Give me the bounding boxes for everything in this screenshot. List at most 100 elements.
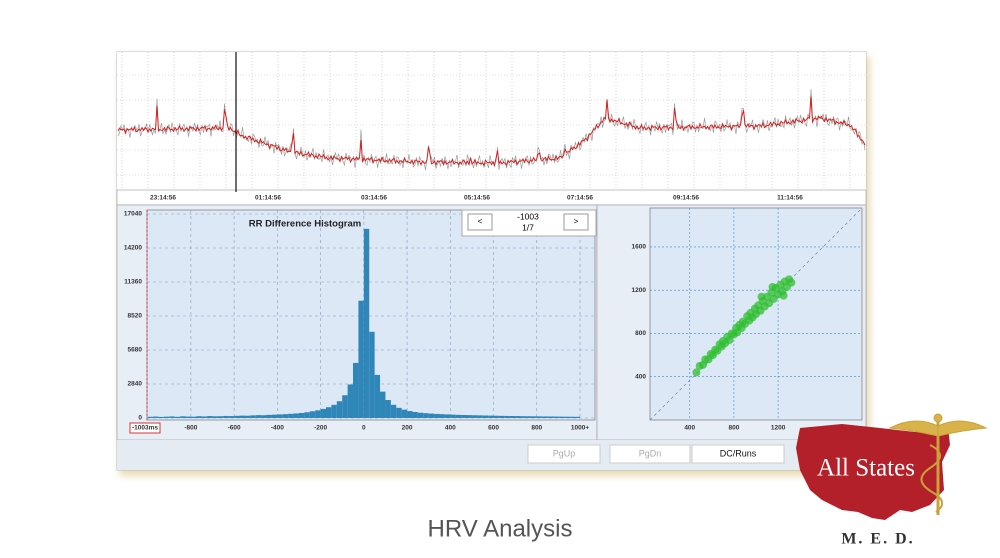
caption: HRV Analysis: [428, 515, 573, 542]
y-tick-label: 8520: [128, 313, 143, 320]
histogram-title: RR Difference Histogram: [249, 219, 361, 230]
histogram-bar: [180, 416, 186, 418]
x-tick-label: 1000+: [571, 425, 589, 432]
histogram-bar: [217, 416, 224, 418]
histogram-bar: [434, 413, 440, 418]
x-tick-label: 200: [402, 425, 413, 432]
scatter-point: [787, 278, 796, 287]
button-label: PgUp: [553, 448, 576, 458]
button-label: DC/Runs: [720, 448, 757, 458]
histogram-bar: [293, 413, 299, 418]
nav-prev-label: <: [478, 217, 483, 226]
histogram-bar: [255, 415, 262, 418]
y-tick-label: 2840: [128, 381, 143, 388]
y-tick-label: 1200: [632, 287, 647, 294]
histogram-bar: [390, 404, 397, 418]
x-tick-label: -400: [271, 425, 284, 432]
y-tick-label: 800: [635, 330, 646, 337]
histogram-bar: [369, 331, 375, 418]
histogram-bar: [325, 407, 332, 418]
histogram-bar: [158, 416, 164, 418]
histogram-bar: [174, 416, 181, 418]
histogram-bar: [417, 412, 424, 418]
histogram-bar: [207, 416, 213, 418]
histogram-bar: [250, 415, 256, 418]
histogram-bar: [277, 414, 283, 418]
histogram-bar: [493, 415, 499, 418]
nav-page: 1/7: [522, 222, 534, 232]
histogram-bar: [547, 416, 553, 418]
histogram-bar: [509, 416, 516, 418]
histogram-bar: [482, 415, 489, 418]
scatter-point: [692, 368, 701, 377]
x-tick-label: -800: [184, 425, 197, 432]
identity-line: [649, 207, 863, 421]
button[interactable]: [609, 444, 691, 464]
histogram-bar: [536, 416, 543, 418]
x-tick-label: 400: [684, 425, 695, 432]
trend-filtered: [117, 96, 866, 168]
range-box[interactable]: [129, 422, 161, 434]
histogram-bar: [520, 416, 526, 418]
histogram-bar: [309, 411, 316, 418]
histogram-bar: [471, 415, 478, 418]
x-tick-label: -1003ms: [132, 425, 158, 432]
histogram-bar: [234, 415, 240, 418]
histogram-bar: [298, 412, 305, 418]
histogram-bar: [542, 416, 548, 418]
histogram-bar: [531, 416, 537, 418]
x-tick-label: -600: [228, 425, 241, 432]
histogram-bar: [244, 415, 251, 418]
nav-value: -1003: [517, 211, 539, 221]
histogram-bar: [504, 415, 510, 418]
time-label: 05:14:56: [464, 195, 490, 202]
y-tick-label: 0: [138, 415, 142, 422]
histogram-bar: [450, 414, 456, 418]
x-tick-label: 400: [445, 425, 456, 432]
time-strip: [116, 189, 867, 206]
logo-subtitle: M. E. D.: [841, 531, 914, 548]
histogram-bar: [261, 415, 267, 418]
histogram-bar: [439, 414, 445, 418]
histogram-bar: [498, 415, 505, 418]
histogram-bar: [336, 401, 343, 418]
nav-next[interactable]: [563, 213, 589, 231]
histogram-bar: [153, 416, 159, 418]
histogram-bar: [552, 416, 559, 418]
histogram-bar: [288, 413, 294, 418]
histogram-bar: [455, 414, 462, 418]
button[interactable]: [691, 444, 785, 464]
histogram-bar: [196, 416, 202, 418]
scatter-point: [725, 335, 734, 344]
x-tick-label: -200: [314, 425, 327, 432]
histogram-bar: [558, 416, 564, 418]
nav-prev[interactable]: [467, 213, 493, 231]
histogram-bar: [342, 395, 348, 418]
y-tick-label: 1600: [632, 244, 647, 251]
histogram-bar: [271, 414, 278, 418]
histogram-bar: [574, 416, 580, 418]
button[interactable]: [527, 444, 601, 464]
scatter-point: [779, 291, 788, 300]
y-tick-label: 17040: [124, 211, 142, 218]
histogram-bar: [320, 408, 326, 418]
histogram-bar: [563, 416, 570, 418]
time-label: 03:14:56: [361, 195, 387, 202]
histogram-bar: [190, 416, 197, 418]
logo-caduceus: [888, 413, 988, 515]
scatter-point: [768, 282, 777, 291]
histogram-bar: [201, 416, 208, 418]
nav-next-label: >: [574, 217, 579, 226]
logo-map: [796, 424, 950, 520]
histogram-bar: [185, 416, 191, 418]
histogram-bar: [315, 410, 321, 418]
histogram-bar: [423, 413, 429, 418]
x-tick-label: 800: [728, 425, 739, 432]
time-label: 01:14:56: [255, 195, 281, 202]
time-label: 09:14:56: [673, 195, 699, 202]
y-tick-label: 400: [635, 373, 646, 380]
histogram-bar: [407, 411, 413, 418]
button-label: PgDn: [639, 448, 662, 458]
logo-name: All States: [817, 455, 915, 482]
